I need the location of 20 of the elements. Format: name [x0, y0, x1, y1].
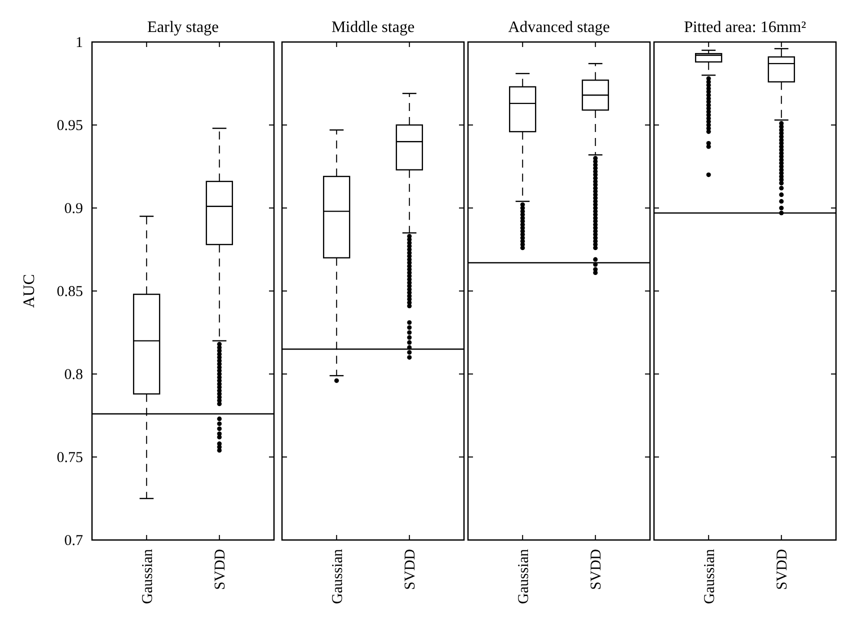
y-tick-label: 0.75 [56, 450, 83, 466]
chart-title: Pitted area: 16mm² [684, 19, 806, 36]
y-tick-label: 1 [76, 34, 83, 51]
y-tick-label: 0.85 [56, 284, 83, 300]
x-tick-label: SVDD [774, 548, 791, 590]
x-tick-label: SVDD [402, 548, 419, 590]
x-tick-label: Gaussian [140, 548, 156, 604]
x-tick-label: Gaussian [330, 548, 346, 604]
y-tick-label: 0.8 [64, 366, 83, 383]
y-axis-title: AUC [21, 274, 38, 308]
x-tick-label: Gaussian [702, 548, 718, 604]
y-tick-label: 0.7 [64, 532, 84, 549]
x-tick-label: SVDD [212, 548, 229, 590]
x-tick-label: SVDD [588, 548, 605, 590]
x-tick-label: Gaussian [516, 548, 532, 604]
chart-title: Early stage [147, 19, 219, 36]
y-tick-label: 0.9 [64, 200, 83, 217]
chart-title: Middle stage [331, 19, 415, 36]
y-tick-label: 0.95 [56, 118, 83, 134]
chart-title: Advanced stage [508, 19, 610, 36]
